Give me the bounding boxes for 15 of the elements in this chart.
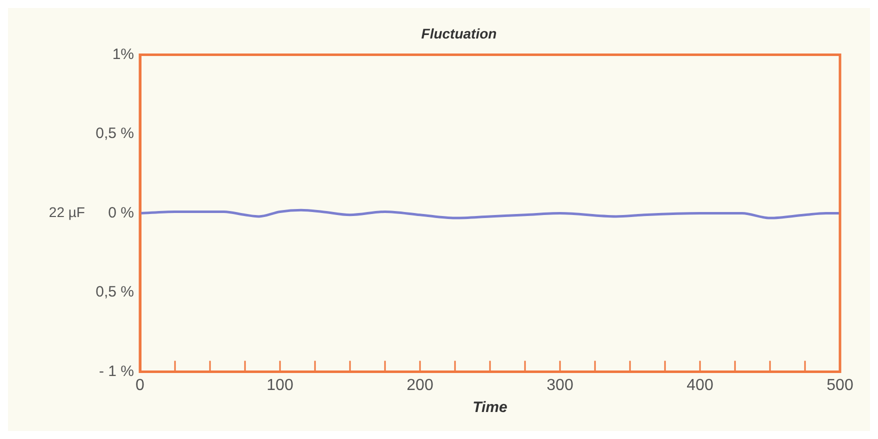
y-tick-label: 0 % <box>108 204 134 222</box>
x-tick-label: 300 <box>546 376 574 394</box>
text: 22 µF <box>48 204 85 220</box>
x-tick-label: 400 <box>686 376 714 394</box>
x-tick-label: 0 <box>136 376 145 394</box>
y-tick-label: 0,5 % <box>96 284 134 301</box>
line-series <box>140 208 840 220</box>
y-tick-label: 1% <box>112 46 134 63</box>
x-tick-label: 200 <box>406 376 434 394</box>
y-tick-label: 0,5 % <box>96 125 134 142</box>
x-axis-title: Time <box>472 399 508 416</box>
chart-title: Fluctuation <box>421 25 497 42</box>
x-tick-label: 100 <box>266 376 294 394</box>
x-tick-label: 500 <box>826 376 854 394</box>
y-tick-label: - 1 % <box>98 362 134 380</box>
